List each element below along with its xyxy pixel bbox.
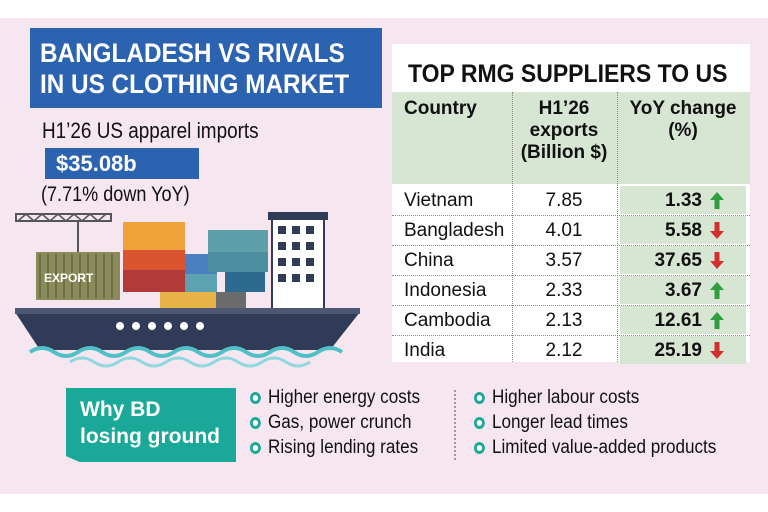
change-value: 12.61 <box>654 310 702 331</box>
headline-line-1: BANGLADESH VS RIVALS <box>40 38 345 68</box>
headline-line-2: IN US CLOTHING MARKET <box>40 69 350 99</box>
change-cell: 5.58 <box>620 216 746 244</box>
bullet-icon <box>250 442 261 454</box>
change-value: 5.58 <box>665 220 702 241</box>
table-row: China 3.57 37.65 <box>392 246 750 274</box>
export-container: EXPORT <box>36 252 120 300</box>
reason-item: Limited value-added products <box>474 437 716 459</box>
exports-cell: 2.12 <box>545 340 583 361</box>
reason-text: Rising lending rates <box>268 437 419 458</box>
arrow-down-icon <box>710 342 724 359</box>
change-cell: 37.65 <box>620 246 746 274</box>
arrow-down-icon <box>710 252 724 269</box>
header-country: Country <box>404 98 477 119</box>
exports-cell: 3.57 <box>545 250 583 271</box>
crane-icon <box>15 213 112 252</box>
why-label-line-1: Why BD <box>80 398 161 421</box>
reasons-divider <box>454 390 456 460</box>
row-divider <box>392 305 750 306</box>
change-cell: 1.33 <box>620 186 746 214</box>
arrow-up-icon <box>710 282 724 299</box>
bullet-icon <box>474 442 485 454</box>
bullet-icon <box>250 417 261 429</box>
arrow-down-icon <box>710 222 724 239</box>
country-cell: Indonesia <box>404 280 487 301</box>
table-row: Vietnam 7.85 1.33 <box>392 186 750 214</box>
why-label-line-2: losing ground <box>80 425 220 448</box>
headline-box: BANGLADESH VS RIVALS IN US CLOTHING MARK… <box>30 28 382 108</box>
cargo-ship-illustration: EXPORT <box>15 212 360 368</box>
change-value: 1.33 <box>665 190 702 211</box>
table-row: India 2.12 25.19 <box>392 336 750 364</box>
exports-cell: 7.85 <box>545 190 583 211</box>
header-change: YoY change (%) <box>620 98 746 142</box>
header-exports: H1’26 exports (Billion $) <box>514 98 614 164</box>
reason-text: Higher energy costs <box>268 387 421 408</box>
row-divider <box>392 215 750 216</box>
table-title: TOP RMG SUPPLIERS TO US <box>408 60 728 88</box>
change-value: 3.67 <box>665 280 702 301</box>
bullet-icon <box>250 392 261 404</box>
export-container-label: EXPORT <box>44 271 94 285</box>
bullet-icon <box>474 417 485 429</box>
reason-item: Rising lending rates <box>250 437 418 459</box>
exports-cell: 2.33 <box>545 280 583 301</box>
exports-cell: 4.01 <box>545 220 583 241</box>
arrow-up-icon <box>710 192 724 209</box>
country-cell: Vietnam <box>404 190 474 211</box>
header-exports-line-1: H1’26 <box>538 98 590 119</box>
reason-text: Limited value-added products <box>492 437 717 458</box>
reason-text: Higher labour costs <box>492 387 640 408</box>
header-exports-line-3: (Billion $) <box>520 142 608 163</box>
reason-text: Gas, power crunch <box>268 412 412 433</box>
table-row: Bangladesh 4.01 5.58 <box>392 216 750 244</box>
imports-change: (7.71% down YoY) <box>41 183 190 206</box>
why-bd-label-box: Why BD losing ground <box>66 388 236 462</box>
row-divider <box>392 245 750 246</box>
exports-cell: 2.13 <box>545 310 583 331</box>
imports-label: H1’26 US apparel imports <box>42 118 259 143</box>
reason-item: Higher labour costs <box>474 387 639 409</box>
row-divider <box>392 335 750 336</box>
imports-amount: $35.08b <box>45 148 199 179</box>
change-cell: 12.61 <box>620 306 746 334</box>
change-cell: 3.67 <box>620 276 746 304</box>
suppliers-table: TOP RMG SUPPLIERS TO US Country H1’26 ex… <box>392 44 750 364</box>
table-row: Indonesia 2.33 3.67 <box>392 276 750 304</box>
bullet-icon <box>474 392 485 404</box>
country-cell: Cambodia <box>404 310 491 331</box>
country-cell: India <box>404 340 446 361</box>
table-header: Country H1’26 exports (Billion $) YoY ch… <box>392 92 750 184</box>
header-change-line-2: (%) <box>668 120 698 141</box>
country-cell: China <box>404 250 454 271</box>
row-divider <box>392 275 750 276</box>
change-value: 25.19 <box>654 340 702 361</box>
change-value: 37.65 <box>654 250 702 271</box>
column-divider <box>512 92 513 362</box>
country-cell: Bangladesh <box>404 220 505 241</box>
reason-item: Gas, power crunch <box>250 412 412 434</box>
header-change-line-1: YoY change <box>629 98 737 119</box>
column-divider <box>617 92 618 362</box>
table-row: Cambodia 2.13 12.61 <box>392 306 750 334</box>
arrow-up-icon <box>710 312 724 329</box>
reason-item: Longer lead times <box>474 412 628 434</box>
reason-item: Higher energy costs <box>250 387 420 409</box>
header-exports-line-2: exports <box>529 120 599 141</box>
reason-text: Longer lead times <box>492 412 628 433</box>
change-cell: 25.19 <box>620 336 746 364</box>
